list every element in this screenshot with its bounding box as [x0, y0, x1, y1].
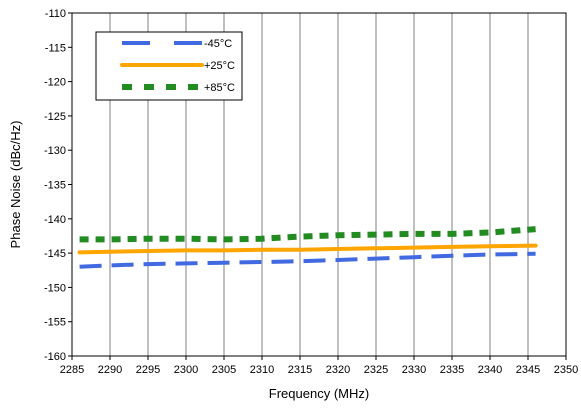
legend-label: +85°C: [204, 82, 235, 94]
x-tick-label: 2335: [440, 364, 464, 376]
y-tick-label: -110: [45, 8, 66, 20]
x-tick-label: 2345: [516, 364, 540, 376]
x-tick-label: 2320: [326, 364, 350, 376]
x-tick-label: 2290: [98, 364, 122, 376]
x-tick-label: 2315: [288, 364, 312, 376]
y-tick-label: -145: [44, 248, 66, 260]
y-tick-label: -140: [44, 214, 66, 226]
axis-ticks-and-labels: 2285 2290 2295 2300 2305 2310 2315 2320 2325 2330…: [44, 8, 578, 376]
y-tick-label: -115: [45, 42, 66, 54]
y-tick-label: -160: [44, 351, 66, 363]
series-line-1: [79, 251, 536, 269]
y-tick-label: -120: [44, 77, 66, 89]
y-tick-label: -150: [44, 282, 66, 294]
x-tick-label: 2325: [364, 364, 388, 376]
x-tick-label: 2305: [212, 364, 236, 376]
x-tick-label: 2350: [554, 364, 578, 376]
legend-label: +25°C: [204, 60, 235, 72]
legend-label: -45°C: [204, 38, 232, 50]
y-tick-label: -130: [44, 145, 66, 157]
y-axis-title: Phase Noise (dBc/Hz): [8, 121, 23, 249]
x-tick-label: 2330: [402, 364, 426, 376]
series-line-3: [79, 226, 536, 243]
x-tick-label: 2285: [60, 364, 84, 376]
x-tick-label: 2310: [250, 364, 274, 376]
x-axis-title: Frequency (MHz): [269, 386, 369, 401]
series-lines: [77, 226, 538, 269]
x-tick-label: 2300: [174, 364, 198, 376]
legend: -45°C +25°C +85°C: [95, 31, 243, 101]
series-line-2: [77, 243, 538, 255]
y-tick-label: -155: [44, 317, 66, 329]
y-tick-label: -135: [44, 180, 66, 192]
x-tick-label: 2295: [136, 364, 160, 376]
y-tick-label: -125: [44, 111, 66, 123]
x-tick-label: 2340: [478, 364, 502, 376]
